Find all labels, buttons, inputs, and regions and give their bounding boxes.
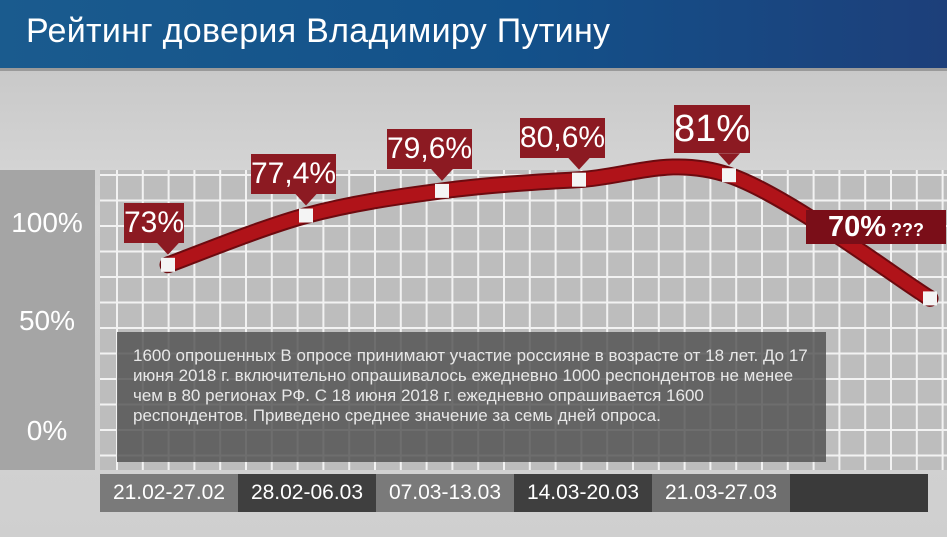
y-axis-bar <box>0 170 95 470</box>
x-tick-label: 28.02-06.03 <box>238 474 376 512</box>
series-line <box>161 160 937 305</box>
data-label-text: 81% <box>674 108 751 151</box>
header-divider <box>0 68 947 71</box>
methodology-note-text: 1600 опрошенных В опросе принимают участ… <box>133 346 808 425</box>
data-label-pointer <box>568 157 590 170</box>
data-label: 81% <box>674 105 751 154</box>
data-point <box>299 208 313 223</box>
data-label-pointer <box>718 153 740 166</box>
x-tick-label: 14.03-20.03 <box>514 474 652 512</box>
data-label: 70% ??? <box>806 210 946 245</box>
data-label-pointer <box>295 193 317 206</box>
x-tick-label: 07.03-13.03 <box>376 474 514 512</box>
data-label-suffix: ??? <box>886 220 925 241</box>
methodology-note: 1600 опрошенных В опросе принимают участ… <box>117 332 826 462</box>
x-tick-label: 21.03-27.03 <box>652 474 790 512</box>
data-label-text: 77,4% <box>251 156 337 190</box>
page-title: Рейтинг доверия Владимиру Путину <box>26 12 611 50</box>
data-point <box>572 172 586 187</box>
data-point <box>161 257 175 272</box>
data-label: 77,4% <box>251 153 337 194</box>
y-tick-label: 50% <box>18 305 76 336</box>
y-axis-panel <box>0 170 95 470</box>
data-point <box>923 291 937 306</box>
x-tick-label: 21.02-27.02 <box>100 474 238 512</box>
data-point <box>722 168 736 183</box>
x-tick-label <box>790 474 928 512</box>
data-label-text: 73% <box>124 205 185 239</box>
data-label-text: 80,6% <box>520 120 606 154</box>
data-label: 79,6% <box>387 128 473 169</box>
data-label-pointer <box>431 168 453 181</box>
y-tick-label: 0% <box>26 415 68 446</box>
data-label: 80,6% <box>520 117 606 158</box>
y-tick-label: 100% <box>11 207 83 238</box>
series-line-layer <box>159 158 939 307</box>
points-layer <box>157 153 937 306</box>
header-bar: Рейтинг доверия Владимиру Путину <box>0 0 947 68</box>
data-label-text: 79,6% <box>387 131 473 165</box>
data-point <box>435 183 449 198</box>
data-label-pointer <box>157 242 179 255</box>
data-label-text: 70% <box>827 211 887 244</box>
data-label: 73% <box>124 202 185 243</box>
